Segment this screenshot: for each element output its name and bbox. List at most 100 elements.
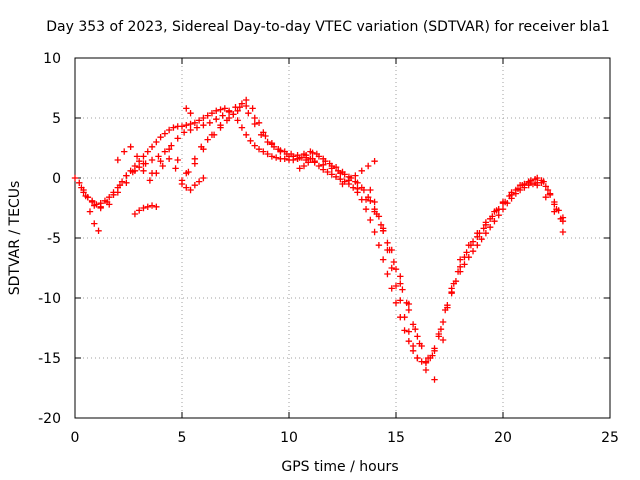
data-point <box>148 170 156 177</box>
data-point <box>350 184 357 191</box>
data-point <box>213 116 220 123</box>
data-point <box>431 347 438 354</box>
data-point <box>324 168 331 176</box>
data-point <box>313 150 321 158</box>
data-point <box>384 246 391 254</box>
data-point <box>379 256 387 263</box>
data-point <box>123 172 130 179</box>
data-point <box>174 135 181 142</box>
data-point <box>140 204 147 212</box>
data-point <box>95 227 102 234</box>
data-point <box>204 136 211 143</box>
data-point <box>118 178 126 185</box>
data-point <box>238 100 246 107</box>
data-point <box>345 177 353 184</box>
data-point <box>326 160 333 167</box>
data-point <box>362 196 370 203</box>
data-point <box>305 159 312 166</box>
data-point <box>538 177 545 184</box>
data-point <box>450 280 457 287</box>
data-point <box>187 110 194 117</box>
data-point <box>86 208 94 215</box>
x-tick-label: 20 <box>494 430 512 446</box>
data-point <box>91 220 98 227</box>
data-point <box>155 153 162 160</box>
data-point <box>371 158 378 165</box>
data-point <box>114 156 121 164</box>
data-point <box>544 186 552 194</box>
data-point <box>200 174 207 182</box>
data-point <box>153 138 160 146</box>
data-point <box>442 306 449 314</box>
x-tick-label: 10 <box>280 430 298 446</box>
data-point <box>217 122 224 129</box>
data-point <box>401 314 408 321</box>
data-point <box>172 165 179 172</box>
data-point <box>414 333 421 340</box>
data-point <box>405 338 413 345</box>
data-point <box>371 198 378 206</box>
data-point <box>375 242 383 249</box>
data-point <box>251 114 258 122</box>
data-point <box>367 186 374 194</box>
x-tick-label: 25 <box>601 430 619 446</box>
data-point <box>429 352 436 359</box>
data-point <box>439 318 447 326</box>
data-point <box>367 216 374 224</box>
data-point <box>328 165 335 172</box>
data-point <box>183 105 190 112</box>
data-point <box>165 126 173 134</box>
data-point <box>362 206 370 213</box>
data-point <box>97 204 104 212</box>
data-point <box>557 215 564 222</box>
series-trace-a <box>71 105 567 366</box>
data-point <box>482 230 490 237</box>
data-point <box>405 306 413 314</box>
data-point <box>352 178 359 185</box>
data-point <box>339 180 346 188</box>
data-point <box>183 170 190 177</box>
data-point <box>187 120 194 128</box>
data-point <box>262 132 269 140</box>
data-point <box>486 224 494 231</box>
data-point <box>230 111 237 118</box>
data-point <box>281 155 288 162</box>
data-point <box>106 201 113 208</box>
data-point <box>531 176 539 183</box>
data-point <box>178 180 186 188</box>
data-point <box>542 183 549 190</box>
data-point <box>551 201 558 208</box>
data-point <box>144 203 151 210</box>
data-point <box>264 150 271 158</box>
data-point <box>392 282 400 290</box>
data-point <box>551 208 558 215</box>
data-point <box>255 146 263 153</box>
data-point <box>482 219 490 226</box>
data-point <box>161 130 169 137</box>
data-point <box>144 148 151 155</box>
data-point <box>236 104 243 111</box>
data-point <box>474 230 481 237</box>
data-point <box>469 238 477 245</box>
data-point <box>431 376 438 383</box>
data-point <box>245 110 252 117</box>
y-tick-label: 5 <box>52 111 61 127</box>
data-point <box>375 213 383 220</box>
data-point <box>140 167 147 174</box>
data-point <box>534 182 541 189</box>
data-point <box>294 155 301 162</box>
data-point <box>238 124 246 131</box>
data-point <box>491 218 498 225</box>
data-point <box>300 150 308 158</box>
data-point <box>193 124 201 131</box>
data-point <box>78 184 85 191</box>
data-point <box>546 191 554 198</box>
data-point <box>268 140 276 147</box>
data-point <box>127 143 134 150</box>
data-point <box>409 342 417 350</box>
data-point <box>121 148 128 155</box>
data-point <box>388 285 395 292</box>
data-point <box>409 321 417 328</box>
data-point <box>422 358 430 365</box>
data-point <box>358 184 365 191</box>
